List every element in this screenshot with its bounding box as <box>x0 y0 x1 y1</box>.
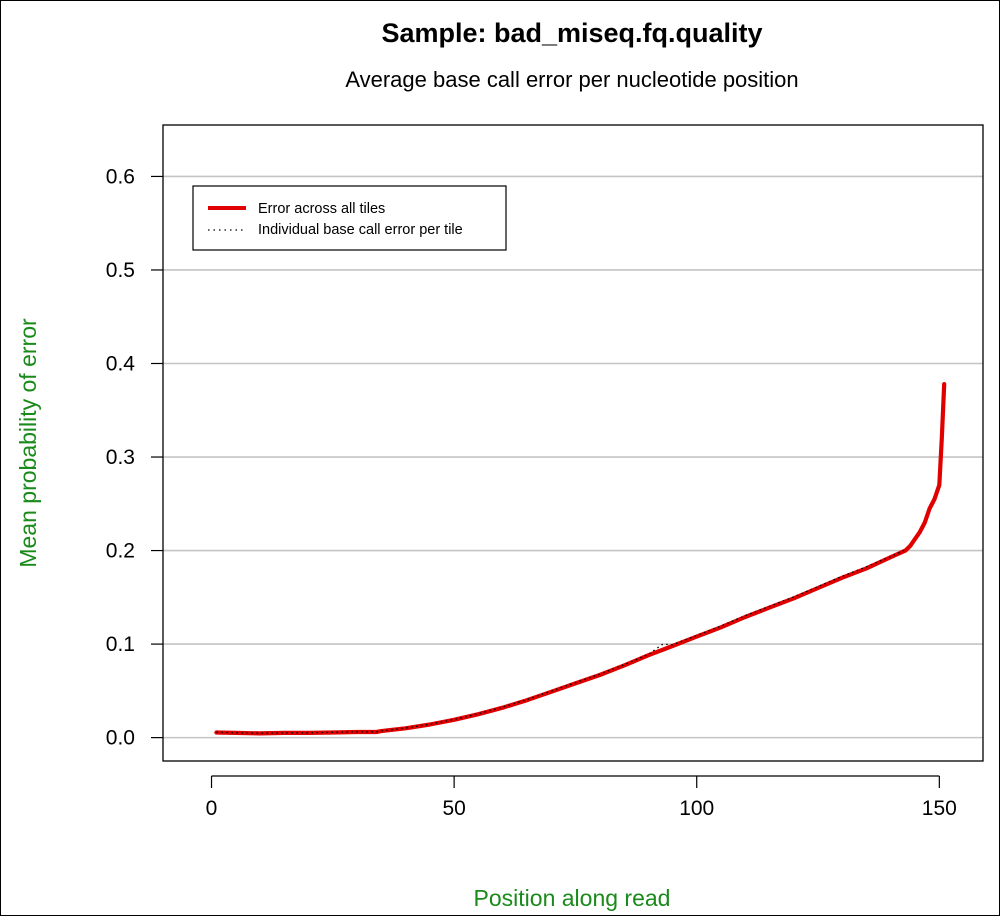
plot-area-box <box>162 124 984 762</box>
x-tick-label: 100 <box>679 797 714 820</box>
legend: Error across all tiles Individual base c… <box>192 185 507 251</box>
x-tick-label: 150 <box>922 797 957 820</box>
y-tick-label: 0.1 <box>106 633 135 656</box>
series-line-per-tile <box>216 549 906 734</box>
series-line-all-tiles <box>214 382 947 736</box>
axes-group: 0.0 0.1 0.2 0.3 0.4 0.5 0.6 0 50 100 150 <box>106 165 957 820</box>
legend-label-all-tiles: Error across all tiles <box>258 201 385 217</box>
series-group <box>214 382 947 736</box>
chart-title: Sample: bad_miseq.fq.quality <box>381 18 762 48</box>
y-tick-label: 0.0 <box>106 727 135 750</box>
x-tick-label: 0 <box>206 797 218 820</box>
chart-subtitle: Average base call error per nucleotide p… <box>345 67 798 92</box>
x-axis-title: Position along read <box>474 885 671 911</box>
legend-box <box>192 185 507 251</box>
grid-lines <box>163 175 983 739</box>
y-tick-label: 0.5 <box>106 259 135 282</box>
y-tick-label: 0.4 <box>106 353 136 376</box>
y-tick-label: 0.3 <box>106 446 135 469</box>
y-tick-label: 0.2 <box>106 540 135 563</box>
y-tick-label: 0.6 <box>106 165 135 188</box>
y-axis-title: Mean probability of error <box>15 318 41 568</box>
legend-label-per-tile: Individual base call error per tile <box>258 222 463 238</box>
x-tick-label: 50 <box>442 797 465 820</box>
